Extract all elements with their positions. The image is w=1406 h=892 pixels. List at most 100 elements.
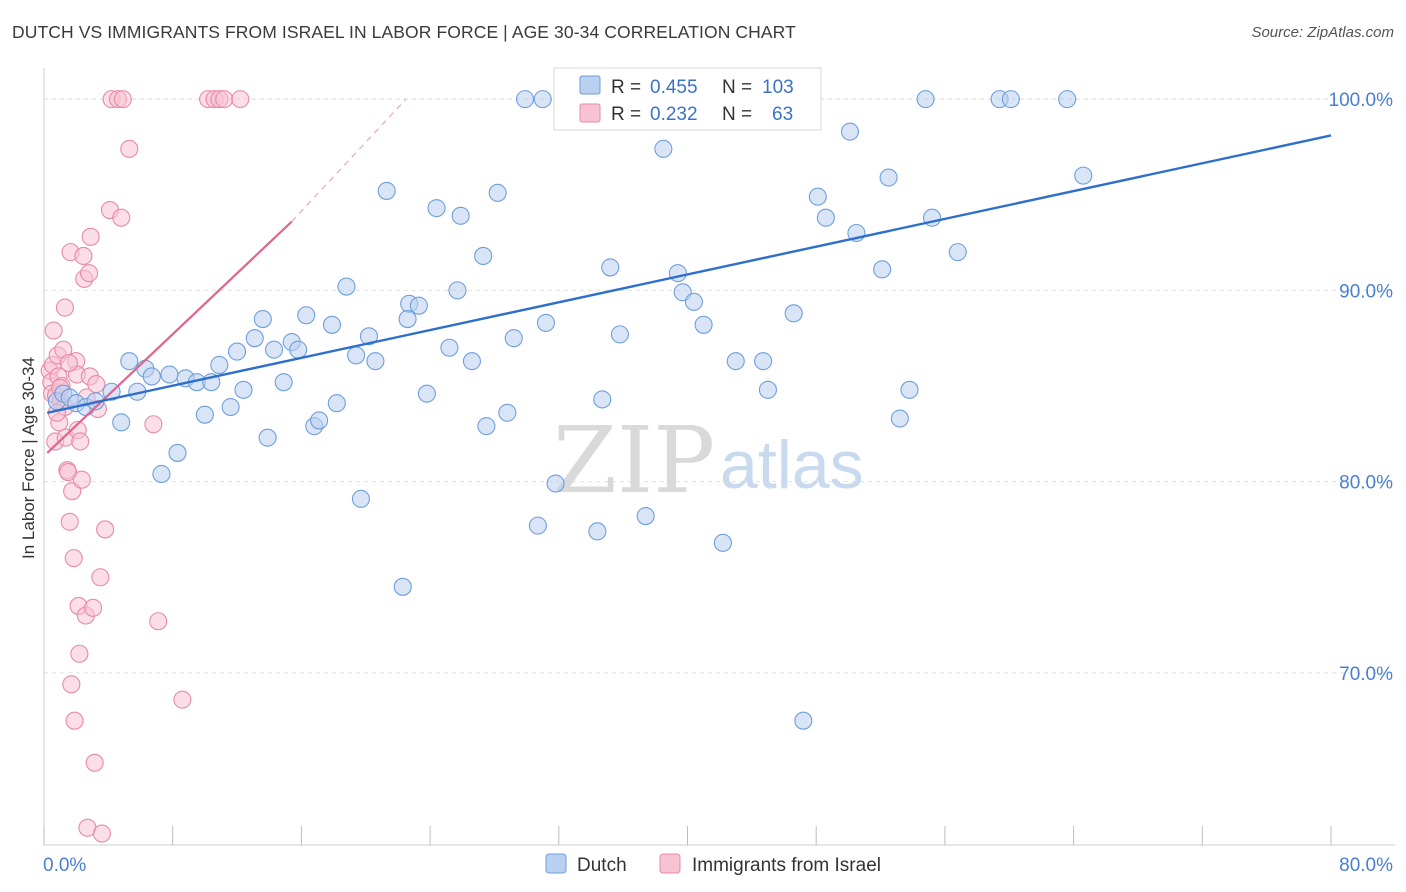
- dutch-point: [916, 90, 935, 109]
- source-credit: Source: ZipAtlas.com: [1251, 24, 1394, 41]
- dutch-point: [427, 199, 446, 218]
- israel-point: [231, 90, 250, 109]
- dutch-point: [120, 352, 139, 371]
- x-tick-label: 80.0%: [1339, 855, 1393, 876]
- dutch-point: [758, 380, 777, 399]
- dutch-point: [879, 168, 898, 187]
- dutch-point: [533, 90, 552, 109]
- israel-points: [40, 90, 250, 843]
- dutch-point: [488, 183, 507, 202]
- dutch-point: [337, 277, 356, 296]
- dutch-point: [536, 313, 555, 332]
- israel-point: [59, 353, 78, 373]
- dutch-point: [393, 577, 412, 596]
- dutch-point: [1074, 166, 1093, 185]
- dutch-point: [654, 139, 673, 158]
- dutch-point: [168, 443, 187, 462]
- series-legend: Dutch Immigrants from Israel: [545, 853, 881, 876]
- dutch-point: [310, 411, 329, 430]
- dutch-point: [195, 405, 214, 424]
- legend-swatch-dutch: [545, 853, 567, 874]
- israel-point: [173, 690, 192, 709]
- israel-point: [215, 90, 234, 109]
- stats-n-label-israel: N =: [722, 104, 752, 125]
- israel-point: [120, 139, 139, 158]
- dutch-point: [245, 329, 264, 348]
- stats-legend: R = 0.455 N = 103 R = 0.232 N = 63: [553, 67, 822, 131]
- dutch-point: [417, 384, 436, 403]
- legend-label-dutch: Dutch: [577, 855, 627, 876]
- dutch-point: [477, 417, 496, 436]
- dutch-point: [228, 342, 247, 361]
- dutch-point: [840, 122, 860, 141]
- y-tick-label: 100.0%: [1329, 90, 1394, 111]
- israel-point: [96, 520, 115, 539]
- dutch-point: [1001, 90, 1020, 109]
- dutch-point: [794, 711, 813, 730]
- israel-point: [60, 512, 79, 531]
- israel-point: [65, 711, 84, 730]
- dutch-point: [808, 187, 827, 206]
- axes: [43, 68, 1395, 846]
- dutch-point: [451, 206, 470, 225]
- dutch-point: [636, 506, 655, 526]
- y-axis-label: In Labor Force | Age 30-34: [19, 357, 38, 559]
- x-tick-label: 0.0%: [43, 855, 86, 876]
- dutch-point: [1058, 90, 1077, 109]
- israel-point: [85, 753, 104, 772]
- watermark-atlas: atlas: [720, 427, 864, 503]
- stats-r-label-israel: R =: [611, 104, 641, 125]
- y-tick-labels: 70.0% 80.0% 90.0% 100.0%: [1329, 90, 1394, 685]
- dutch-point: [900, 380, 919, 399]
- israel-point: [59, 463, 78, 482]
- stats-legend-swatch-dutch: [579, 75, 601, 95]
- dutch-trend-line: [46, 134, 1332, 414]
- dutch-point: [258, 428, 277, 447]
- stats-n-value-israel: 63: [772, 104, 793, 125]
- y-tick-label: 80.0%: [1339, 473, 1393, 494]
- dutch-point: [289, 340, 308, 359]
- dutch-point: [873, 260, 892, 279]
- israel-point: [87, 375, 106, 394]
- y-tick-label: 90.0%: [1339, 281, 1393, 302]
- israel-trend-extension: [291, 98, 407, 222]
- israel-point: [62, 675, 81, 694]
- dutch-point: [359, 327, 379, 346]
- israel-point: [79, 264, 99, 283]
- israel-point: [81, 227, 100, 246]
- dutch-point: [398, 310, 417, 329]
- dutch-point: [221, 397, 240, 417]
- dutch-point: [498, 403, 517, 422]
- israel-point: [84, 598, 103, 617]
- israel-point: [112, 208, 131, 227]
- dutch-point: [515, 90, 535, 109]
- israel-point: [72, 470, 91, 489]
- dutch-point: [366, 352, 385, 371]
- dutch-point: [694, 315, 713, 334]
- legend-swatch-israel: [659, 853, 681, 874]
- dutch-point: [593, 390, 612, 409]
- dutch-point: [668, 264, 687, 283]
- dutch-point: [610, 325, 629, 344]
- watermark: ZIP atlas: [553, 407, 864, 514]
- dutch-point: [253, 310, 272, 329]
- dutch-point: [890, 409, 909, 428]
- israel-point: [55, 298, 74, 317]
- dutch-point: [474, 246, 493, 265]
- trend-lines: [46, 98, 1332, 454]
- x-tick-labels: 0.0% 80.0%: [43, 855, 1393, 876]
- dutch-point: [546, 474, 565, 493]
- dutch-point: [713, 533, 732, 552]
- israel-point: [74, 246, 93, 265]
- stats-r-label-dutch: R =: [611, 77, 641, 98]
- dutch-point: [440, 338, 459, 357]
- dutch-point: [504, 329, 523, 348]
- dutch-point: [588, 522, 607, 541]
- dutch-point: [274, 373, 293, 392]
- dutch-point: [754, 352, 773, 371]
- dutch-point: [448, 281, 467, 300]
- dutch-point: [377, 181, 396, 200]
- dutch-points: [47, 90, 1093, 730]
- y-tick-label: 70.0%: [1339, 664, 1393, 685]
